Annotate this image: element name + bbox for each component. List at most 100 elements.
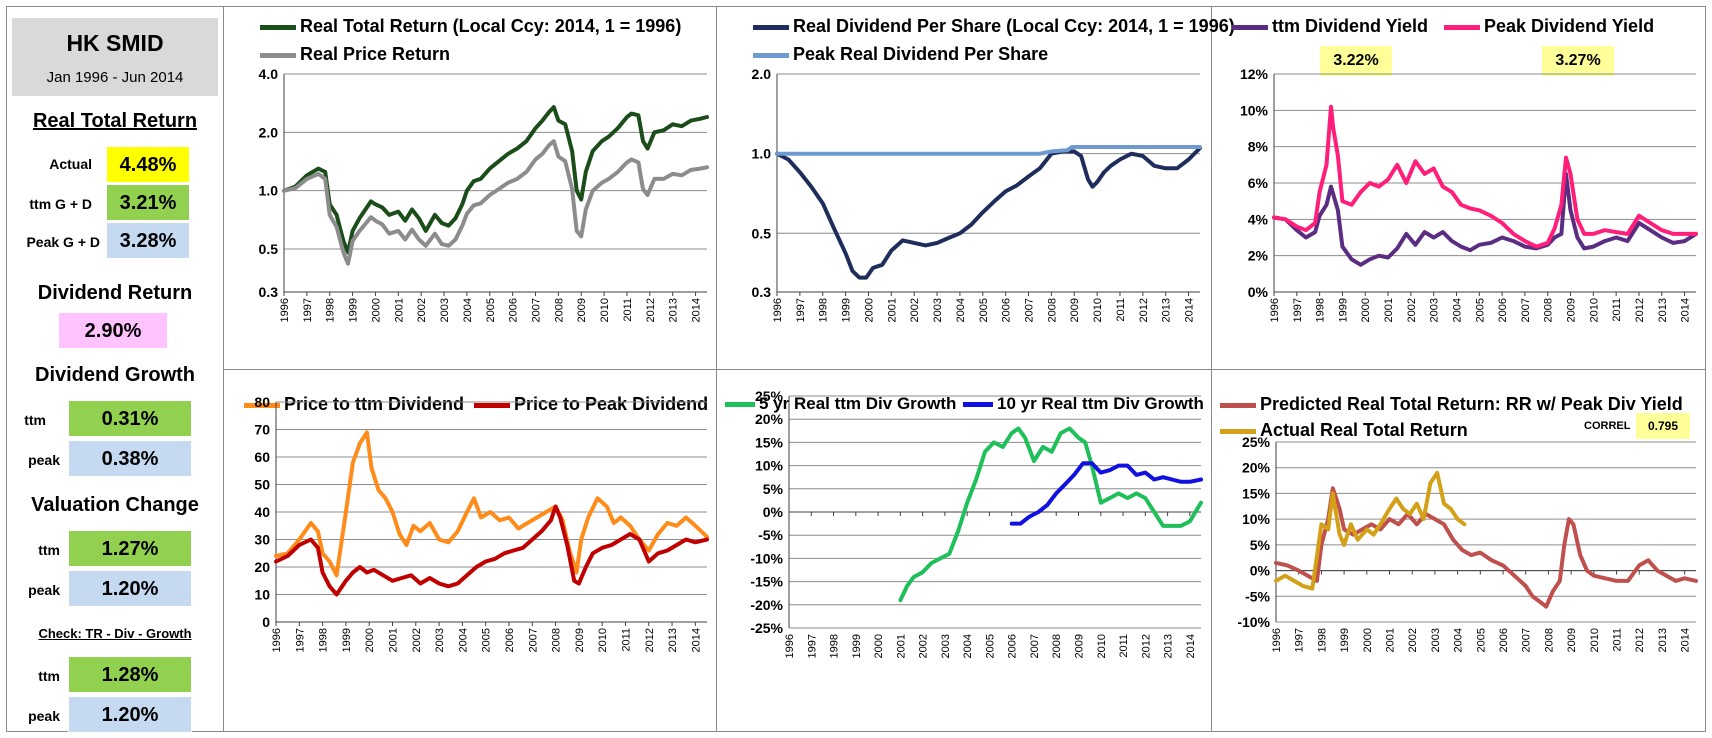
- page-title: HK SMID: [66, 30, 164, 56]
- chart-panel-predicted-return: Predicted Real Total Return: RR w/ Peak …: [1212, 370, 1706, 732]
- y-tick-label: 15%: [755, 434, 784, 450]
- valuation-ttm-label: ttm: [38, 542, 60, 558]
- x-tick-label: 2007: [1521, 628, 1533, 652]
- chart-total-return: 0.3 0.5 1.0 2.0 4.0 1996 1997 1998 1999 2000 2001 2…: [259, 66, 709, 322]
- y-tick-label: -5%: [1245, 588, 1270, 604]
- x-tick-label: 1999: [341, 628, 353, 652]
- y-tick-label: -20%: [750, 597, 783, 613]
- x-tick-label: 2013: [1161, 298, 1173, 322]
- x-tick-label: 2005: [1474, 298, 1486, 322]
- legend-label: Real Total Return (Local Ccy: 2014, 1 = …: [300, 16, 682, 36]
- valuation-peak-label: peak: [28, 582, 60, 598]
- x-tick-label: 2007: [531, 298, 543, 322]
- x-tick-label: 2007: [1520, 298, 1532, 322]
- x-tick-label: 1996: [784, 634, 796, 658]
- dividend-return-value: 2.90%: [58, 312, 168, 349]
- x-tick-label: 2009: [1074, 634, 1086, 658]
- x-tick-label: 2010: [599, 298, 611, 322]
- chart-panel-div-growth: 5 yr Real ttm Div Growth 10 yr Real ttm …: [717, 370, 1212, 732]
- x-tick-label: 2002: [909, 298, 921, 322]
- x-tick-label: 1999: [841, 298, 853, 322]
- chart-dividend-yield: 0% 2% 4% 6% 8% 10% 12% 1996 1997 1998 1999 2000 2001…: [1240, 66, 1698, 322]
- legend-swatch: [260, 52, 296, 58]
- legend-label: Price to Peak Dividend: [514, 394, 709, 414]
- y-tick-label: 20%: [1242, 460, 1271, 476]
- series-line: [1274, 486, 1698, 609]
- x-tick-label: 2003: [1430, 628, 1442, 652]
- series-line: [898, 426, 1203, 603]
- x-tick-label: 2008: [551, 628, 563, 652]
- legend-swatch: [1444, 24, 1480, 30]
- x-tick-label: 2012: [1138, 298, 1150, 322]
- check-heading: Check: TR - Div - Growth: [38, 626, 192, 641]
- x-tick-label: 1998: [325, 298, 337, 322]
- chart-div-growth: -25% -20% -15% -10% -5% 0% 5% 10% 15% 20% 25% 1996 1…: [750, 388, 1203, 658]
- y-tick-label: 40: [254, 504, 270, 520]
- check-ttm-value: 1.28%: [68, 656, 192, 693]
- series-line: [274, 430, 709, 578]
- x-tick-label: 2002: [416, 298, 428, 322]
- title-box: HK SMID Jan 1996 - Jun 2014: [12, 18, 218, 96]
- x-tick-label: 2010: [1589, 628, 1601, 652]
- x-tick-label: 1997: [1292, 298, 1304, 322]
- correl-value: 0.795: [1636, 413, 1690, 439]
- legend-real-dps: Real Dividend Per Share (Local Ccy: 2014…: [753, 16, 1235, 37]
- x-tick-label: 2008: [553, 298, 565, 322]
- div-growth-peak-value: 0.38%: [68, 440, 192, 477]
- y-tick-label: 0.3: [259, 284, 279, 300]
- legend-swatch: [725, 402, 755, 408]
- x-tick-label: 2010: [1588, 298, 1600, 322]
- series-line: [1272, 171, 1698, 267]
- x-tick-label: 2014: [690, 628, 702, 652]
- x-tick-label: 1997: [294, 628, 306, 652]
- x-tick-label: 2002: [1407, 628, 1419, 652]
- x-tick-label: 2013: [1163, 634, 1175, 658]
- div-growth-ttm-value: 0.31%: [68, 400, 192, 437]
- x-tick-label: 1996: [1271, 628, 1283, 652]
- peak-yield-callout: 3.27%: [1542, 46, 1614, 76]
- ttm-yield-callout: 3.22%: [1320, 46, 1392, 76]
- legend-10yr-growth: 10 yr Real ttm Div Growth: [963, 394, 1204, 414]
- legend-label: Predicted Real Total Return: RR w/ Peak …: [1260, 394, 1683, 414]
- x-tick-label: 2012: [1140, 634, 1152, 658]
- x-tick-label: 2006: [504, 628, 516, 652]
- x-tick-label: 2011: [620, 628, 632, 652]
- x-tick-label: 1996: [1269, 298, 1281, 322]
- x-tick-label: 2002: [411, 628, 423, 652]
- y-tick-label: 0%: [1248, 284, 1269, 300]
- x-tick-label: 1998: [1316, 628, 1328, 652]
- x-tick-label: 2009: [1069, 298, 1081, 322]
- x-tick-label: 2014: [1185, 634, 1197, 658]
- chart-price-to-dividend: 0 10 20 30 40 50 60 70 80 1996 1997 1998 1999 2000 200…: [254, 394, 709, 652]
- x-tick-label: 2007: [1029, 634, 1041, 658]
- x-tick-label: 2012: [644, 628, 656, 652]
- check-ttm-label: ttm: [38, 668, 60, 684]
- x-tick-label: 2014: [691, 298, 703, 322]
- x-tick-label: 2003: [1429, 298, 1441, 322]
- x-tick-label: 2004: [955, 298, 967, 322]
- x-tick-label: 1999: [348, 298, 360, 322]
- x-tick-label: 1996: [271, 628, 283, 652]
- x-tick-label: 2014: [1680, 298, 1692, 322]
- x-tick-label: 2013: [667, 628, 679, 652]
- series-line: [775, 146, 1202, 280]
- actual-label: Actual: [49, 156, 92, 172]
- x-tick-label: 2004: [1453, 628, 1465, 652]
- legend-label: Peak Real Dividend Per Share: [793, 44, 1049, 64]
- x-tick-label: 2006: [1007, 634, 1019, 658]
- y-tick-label: 0.5: [259, 241, 279, 257]
- x-tick-label: 2001: [1383, 298, 1395, 322]
- x-tick-label: 1999: [851, 634, 863, 658]
- y-tick-label: 2%: [1248, 248, 1269, 264]
- x-tick-label: 2005: [1475, 628, 1487, 652]
- x-tick-label: 1998: [829, 634, 841, 658]
- x-tick-label: 2008: [1543, 628, 1555, 652]
- y-tick-label: 80: [254, 394, 270, 410]
- y-tick-label: 1.0: [259, 183, 279, 199]
- y-tick-label: 20: [254, 559, 270, 575]
- x-tick-label: 2001: [1385, 628, 1397, 652]
- x-tick-label: 2000: [1360, 298, 1372, 322]
- y-tick-label: 0%: [763, 504, 784, 520]
- legend-peak-yield: Peak Dividend Yield: [1444, 16, 1654, 37]
- legend-swatch: [753, 52, 789, 58]
